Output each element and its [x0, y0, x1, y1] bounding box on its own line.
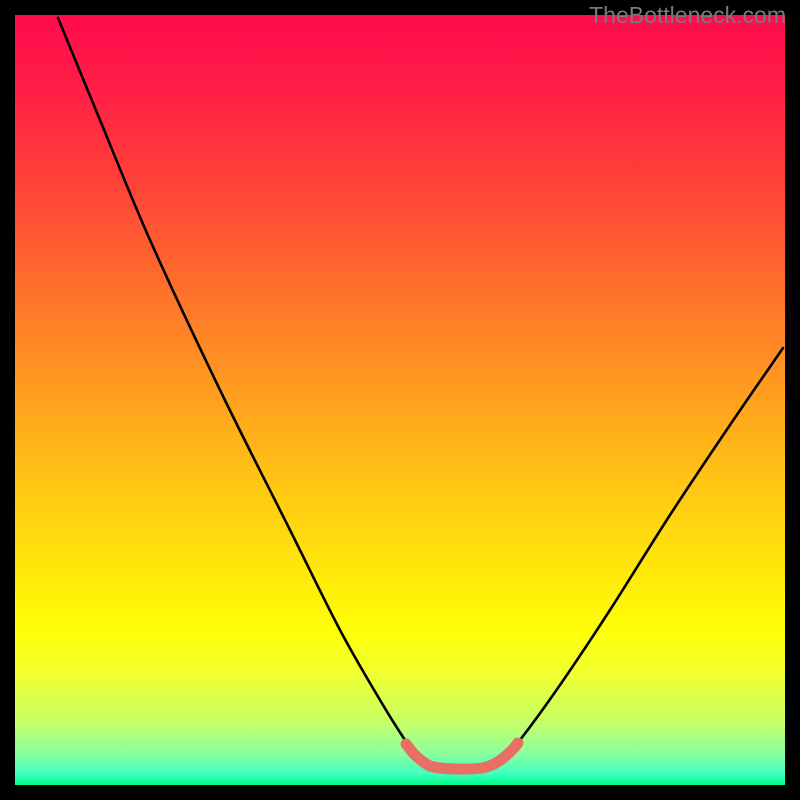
plot-background	[15, 15, 785, 785]
chart-frame: TheBottleneck.com	[0, 0, 800, 800]
watermark-text: TheBottleneck.com	[589, 2, 786, 29]
chart-svg	[0, 0, 800, 800]
